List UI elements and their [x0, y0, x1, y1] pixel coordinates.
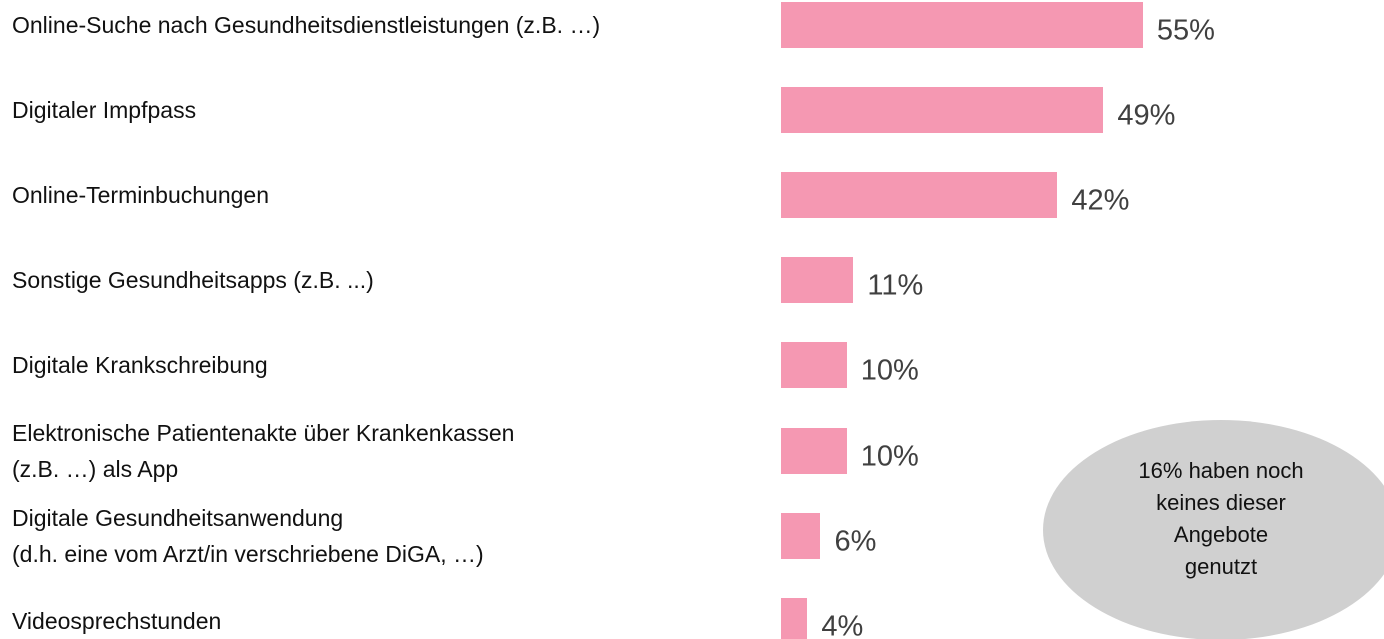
value-label: 42% [1071, 184, 1130, 217]
bar [781, 2, 1143, 48]
category-label: Videosprechstunden [12, 607, 222, 634]
value-label: 49% [1117, 99, 1176, 132]
value-label: 11% [867, 269, 924, 302]
category-label: Digitale Gesundheitsanwendung (d.h. eine… [12, 504, 484, 567]
value-label: 10% [860, 354, 919, 387]
value-label: 4% [821, 610, 864, 639]
bar [781, 342, 847, 389]
bar [781, 87, 1104, 134]
bar [781, 172, 1058, 219]
bar [781, 597, 808, 639]
category-label: Online-Terminbuchungen [12, 182, 269, 209]
category-label: Online-Suche nach Gesundheitsdienstleist… [12, 12, 601, 38]
category-label: Elektronische Patientenakte über Kranken… [12, 419, 515, 482]
category-label: Digitaler Impfpass [12, 97, 197, 124]
value-label: 6% [834, 525, 877, 558]
bar [781, 427, 847, 474]
value-label: 10% [860, 440, 919, 472]
bar [781, 512, 821, 559]
category-label: Sonstige Gesundheitsapps (z.B. ...) [12, 267, 374, 294]
annotation-ellipse [1043, 420, 1384, 639]
bar [781, 257, 854, 304]
value-label: 55% [1156, 14, 1215, 47]
category-label: Digitale Krankschreibung [12, 352, 268, 379]
annotation: 16% haben noch keines dieser Angebote ge… [1138, 458, 1304, 579]
